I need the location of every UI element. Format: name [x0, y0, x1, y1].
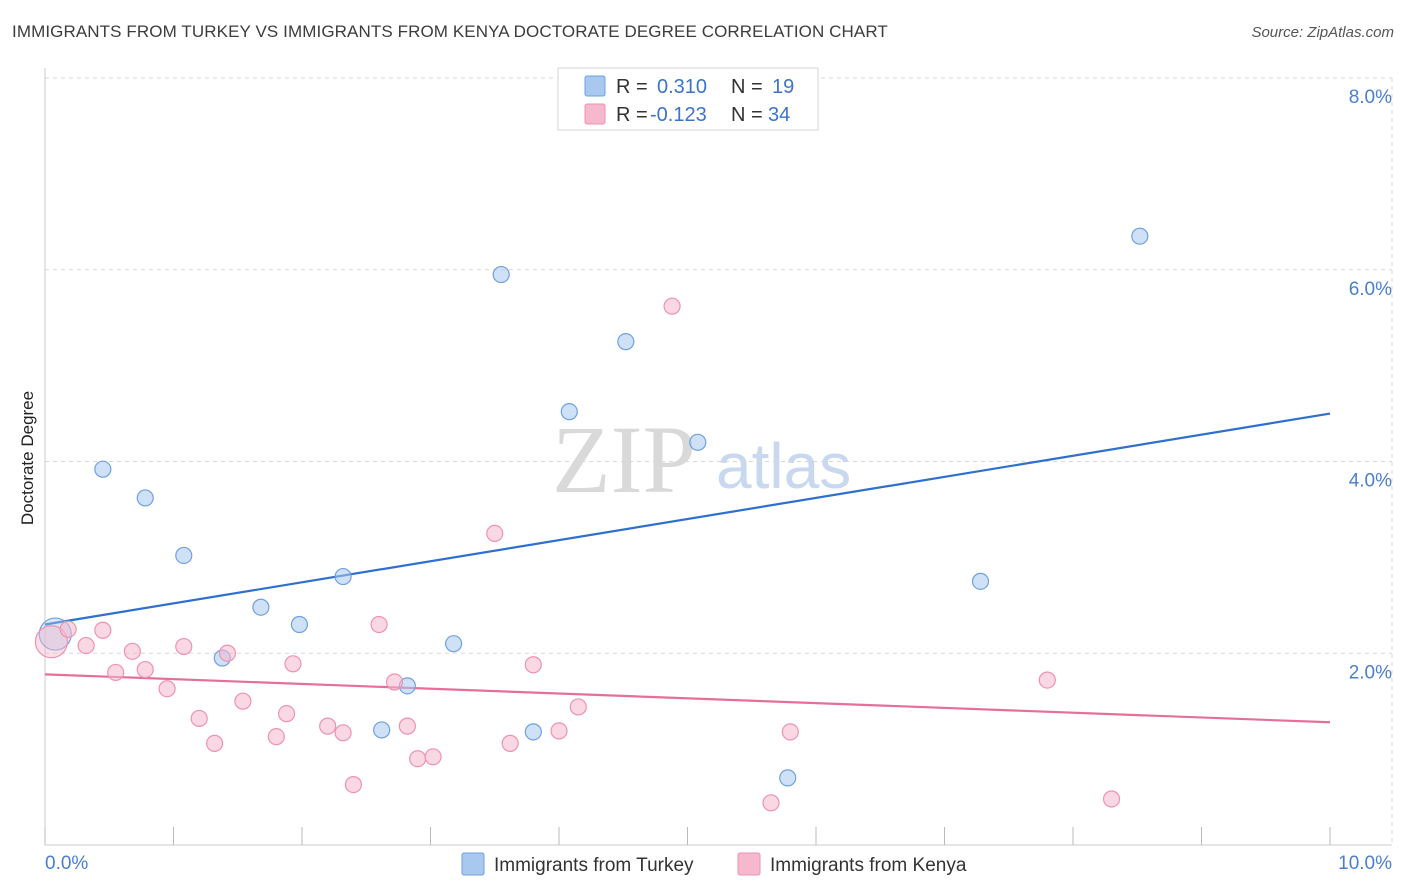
y-axis-label: Doctorate Degree: [18, 391, 37, 525]
point-kenya: [781, 723, 799, 741]
series-legend-label-turkey: Immigrants from Turkey: [494, 855, 694, 876]
legend-r-label-turkey: R =: [616, 76, 648, 98]
series-legend-label-kenya: Immigrants from Kenya: [770, 855, 967, 876]
point-kenya: [398, 717, 416, 735]
chart-title: IMMIGRANTS FROM TURKEY VS IMMIGRANTS FRO…: [12, 22, 888, 41]
point-kenya: [409, 750, 427, 768]
point-turkey: [252, 598, 270, 616]
x-tick-label-max: 10.0%: [1338, 853, 1392, 874]
point-kenya: [175, 637, 193, 656]
point-turkey: [445, 635, 463, 653]
point-kenya: [762, 794, 780, 812]
point-turkey: [1131, 227, 1149, 245]
trend-line-kenya: [44, 673, 1331, 724]
point-kenya: [190, 709, 208, 728]
y-tick-label: 4.0%: [1349, 471, 1392, 492]
point-kenya: [1102, 790, 1121, 808]
axes: [44, 68, 1392, 846]
y-tick-label: 2.0%: [1349, 662, 1392, 683]
point-kenya: [370, 615, 388, 634]
point-kenya: [107, 663, 125, 682]
point-kenya: [319, 717, 337, 735]
series-legend-swatch-turkey: [461, 852, 485, 876]
legend-r-value-turkey: 0.310: [657, 76, 707, 98]
point-turkey: [290, 615, 309, 634]
point-turkey: [971, 572, 990, 590]
point-turkey: [94, 460, 112, 478]
point-kenya: [284, 655, 302, 673]
tick-labels: 2.0% 4.0% 6.0% 8.0% 0.0% 10.0%: [45, 87, 1392, 874]
legend-r-label-kenya: R =: [616, 104, 648, 126]
point-kenya: [1038, 671, 1056, 689]
x-tick-label-min: 0.0%: [45, 853, 88, 874]
point-turkey: [560, 403, 578, 421]
source-label: Source: ZipAtlas.com: [1251, 24, 1394, 41]
grid-lines: [45, 77, 1393, 845]
point-kenya: [385, 673, 404, 691]
trend-line-turkey: [44, 412, 1331, 626]
series-legend: Immigrants from Turkey Immigrants from K…: [461, 852, 967, 876]
point-kenya: [334, 724, 352, 742]
point-turkey: [617, 333, 635, 351]
point-turkey: [779, 769, 797, 787]
point-kenya: [267, 728, 285, 746]
y-tick-label: 8.0%: [1349, 87, 1392, 108]
point-kenya: [524, 656, 542, 674]
trend-lines: [44, 412, 1331, 724]
point-kenya: [486, 524, 504, 543]
point-kenya: [663, 297, 681, 315]
y-tick-label: 6.0%: [1349, 279, 1392, 300]
legend-n-value-kenya: 34: [768, 104, 790, 126]
point-turkey: [689, 433, 707, 451]
legend-n-value-turkey: 19: [772, 76, 794, 98]
point-kenya: [77, 636, 95, 655]
point-turkey: [175, 546, 193, 565]
point-kenya: [234, 692, 252, 710]
watermark-atlas: atlas: [716, 430, 851, 502]
point-kenya: [59, 620, 77, 638]
point-kenya: [277, 705, 296, 723]
point-kenya: [206, 734, 224, 752]
point-kenya: [34, 625, 69, 659]
point-kenya: [424, 748, 442, 766]
point-kenya: [218, 644, 237, 662]
point-turkey: [373, 721, 391, 739]
point-kenya: [550, 722, 568, 740]
point-kenya: [123, 642, 141, 660]
data-points: [34, 227, 1149, 812]
series-legend-swatch-kenya: [737, 852, 761, 876]
point-kenya: [94, 621, 112, 639]
legend-n-label-kenya: N =: [731, 104, 763, 126]
legend-swatch-kenya: [584, 103, 606, 125]
legend-r-value-kenya: -0.123: [650, 104, 707, 126]
point-kenya: [501, 734, 519, 752]
point-turkey: [136, 489, 154, 507]
point-kenya: [569, 698, 587, 716]
legend-n-label-turkey: N =: [731, 76, 763, 98]
correlation-legend: R = 0.310 N = 19 R = -0.123 N = 34: [557, 67, 819, 131]
point-turkey: [334, 567, 352, 586]
point-turkey: [492, 265, 510, 284]
legend-swatch-turkey: [584, 75, 606, 97]
point-turkey: [524, 723, 542, 741]
point-kenya: [344, 775, 362, 794]
point-kenya: [158, 680, 176, 698]
watermark-zip: ZIP: [552, 406, 696, 513]
point-kenya: [136, 660, 154, 679]
